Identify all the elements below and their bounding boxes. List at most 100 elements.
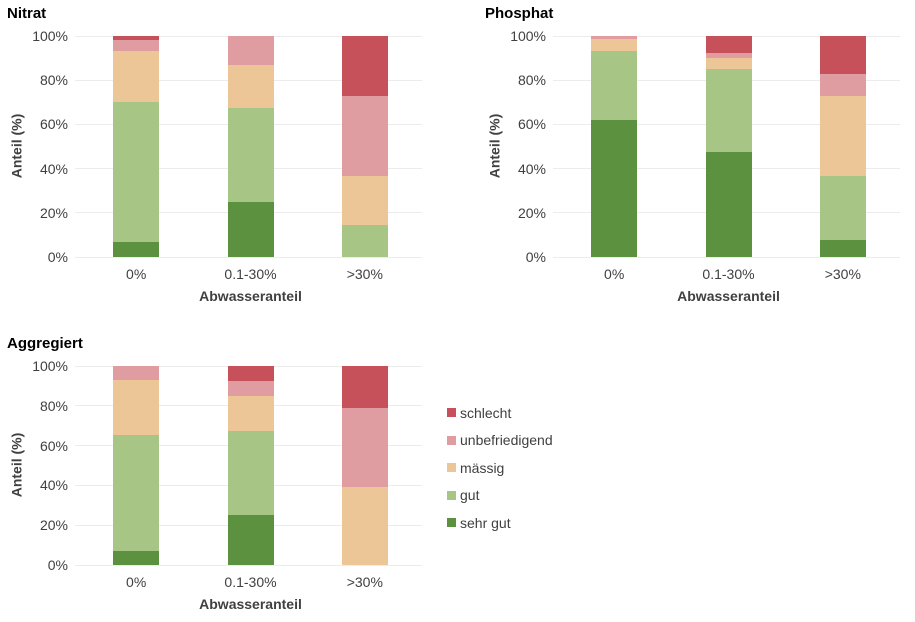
y-tick-label: 60% xyxy=(39,116,68,133)
bar-segment-gut xyxy=(227,107,274,202)
bar-segment-m-ssig xyxy=(819,95,866,177)
gridline-0 xyxy=(75,256,422,258)
bar-segment-unbefriedigend xyxy=(113,366,160,380)
bar-segment-unbefriedigend xyxy=(227,36,274,65)
y-tick-label: 80% xyxy=(39,72,68,89)
bar-segment-gut xyxy=(705,69,752,153)
x-tick-label: 0% xyxy=(126,574,147,590)
bar-segment-schlecht xyxy=(705,36,752,53)
bar-segment-m-ssig xyxy=(591,39,638,52)
bar-segment-unbefriedigend xyxy=(705,52,752,59)
bar-segment-m-ssig xyxy=(113,379,160,435)
bar-0- xyxy=(113,36,160,257)
legend-swatch-unbefriedigend xyxy=(447,435,456,445)
y-tick-label: 40% xyxy=(39,477,68,494)
legend-item-sehr-gut: sehr gut xyxy=(447,509,553,537)
x-axis-title: Abwasseranteil xyxy=(199,596,302,612)
chart-title: Phosphat xyxy=(485,5,554,22)
legend-swatch-gut xyxy=(447,490,456,500)
bar-0-1-30- xyxy=(227,36,274,257)
bar-0- xyxy=(591,36,638,257)
y-tick-label: 20% xyxy=(39,517,68,534)
legend-swatch-schlecht xyxy=(447,408,456,418)
legend-item-gut: gut xyxy=(447,482,553,510)
bar-segment-gut xyxy=(113,102,160,242)
x-tick-label: >30% xyxy=(346,266,383,282)
gridline-0 xyxy=(75,564,422,566)
plot-area xyxy=(75,365,422,566)
bar-segment-unbefriedigend xyxy=(113,40,160,52)
legend-item-maessig: mässig xyxy=(447,454,553,482)
y-axis-title: Anteil (%) xyxy=(8,113,24,178)
bar-segment-unbefriedigend xyxy=(341,95,388,177)
bar-segment-sehr-gut xyxy=(227,201,274,257)
legend-label: unbefriedigend xyxy=(460,432,553,449)
bar-segment-sehr-gut xyxy=(113,241,160,257)
gridline-100 xyxy=(75,365,422,367)
plot-area xyxy=(553,35,900,258)
y-tick-label: 100% xyxy=(32,358,68,374)
bar-0-1-30- xyxy=(227,366,274,565)
y-axis-title: Anteil (%) xyxy=(486,113,502,178)
gridline-100 xyxy=(553,35,900,37)
gridline-100 xyxy=(75,35,422,37)
bar-segment-unbefriedigend xyxy=(591,36,638,40)
bar-segment-schlecht xyxy=(341,366,388,408)
chart-phosphat: Phosphat Anteil (%) Abwasseranteil 0% 20%… xyxy=(478,0,915,312)
bar-0- xyxy=(113,366,160,565)
y-tick-label: 60% xyxy=(39,437,68,454)
y-axis-title: Anteil (%) xyxy=(8,432,24,497)
y-tick-label: 60% xyxy=(517,116,546,133)
bar-segment-gut xyxy=(113,434,160,552)
x-tick-label: >30% xyxy=(824,266,861,282)
chart-aggregiert: Aggregiert Anteil (%) Abwasseranteil 0% 2… xyxy=(0,330,450,620)
legend-item-unbefriedigend: unbefriedigend xyxy=(447,427,553,455)
legend-swatch-maessig xyxy=(447,463,456,473)
y-tick-label: 20% xyxy=(517,204,546,221)
x-tick-label: 0.1-30% xyxy=(702,266,755,282)
y-tick-label: 20% xyxy=(39,204,68,221)
legend-label: sehr gut xyxy=(460,514,511,531)
bar-segment-schlecht xyxy=(227,366,274,381)
y-tick-label: 0% xyxy=(47,249,68,265)
bar-segment-m-ssig xyxy=(705,58,752,70)
y-tick-label: 80% xyxy=(39,397,68,414)
bar-segment-m-ssig xyxy=(227,64,274,108)
y-tick-label: 100% xyxy=(510,28,546,44)
chart-nitrat: Nitrat Anteil (%) Abwasseranteil 0% 20% 40… xyxy=(0,0,450,312)
legend: schlecht unbefriedigend mässig gut sehr … xyxy=(447,399,553,537)
x-tick-label: 0% xyxy=(604,266,625,282)
bar-segment-gut xyxy=(227,430,274,516)
gridline-0 xyxy=(553,256,900,258)
bar-segment-unbefriedigend xyxy=(819,73,866,96)
bar-segment-m-ssig xyxy=(227,395,274,431)
bar-0-1-30- xyxy=(705,36,752,257)
bar-segment-m-ssig xyxy=(341,487,388,565)
x-axis-title: Abwasseranteil xyxy=(199,288,302,304)
bar-segment-sehr-gut xyxy=(591,119,638,257)
bar-segment-unbefriedigend xyxy=(341,407,388,488)
x-tick-label: 0.1-30% xyxy=(224,574,277,590)
bar-segment-gut xyxy=(341,224,388,257)
bar-segment-gut xyxy=(819,176,866,241)
x-tick-label: 0% xyxy=(126,266,147,282)
bar-segment-sehr-gut xyxy=(227,515,274,565)
bar-segment-unbefriedigend xyxy=(227,380,274,396)
x-tick-label: >30% xyxy=(346,574,383,590)
legend-label: gut xyxy=(460,487,480,504)
bar-segment-gut xyxy=(591,51,638,120)
y-tick-label: 80% xyxy=(517,72,546,89)
bar-segment-sehr-gut xyxy=(113,551,160,565)
plot-area xyxy=(75,35,422,258)
bar-segment-schlecht xyxy=(819,36,866,74)
bar--30- xyxy=(819,36,866,257)
chart-title: Aggregiert xyxy=(7,335,83,352)
bar--30- xyxy=(341,366,388,565)
y-tick-label: 40% xyxy=(517,160,546,177)
bar-segment-m-ssig xyxy=(113,51,160,103)
legend-swatch-sehr-gut xyxy=(447,518,456,528)
y-tick-label: 0% xyxy=(525,249,546,265)
bar-segment-schlecht xyxy=(341,36,388,96)
bar-segment-m-ssig xyxy=(341,176,388,225)
